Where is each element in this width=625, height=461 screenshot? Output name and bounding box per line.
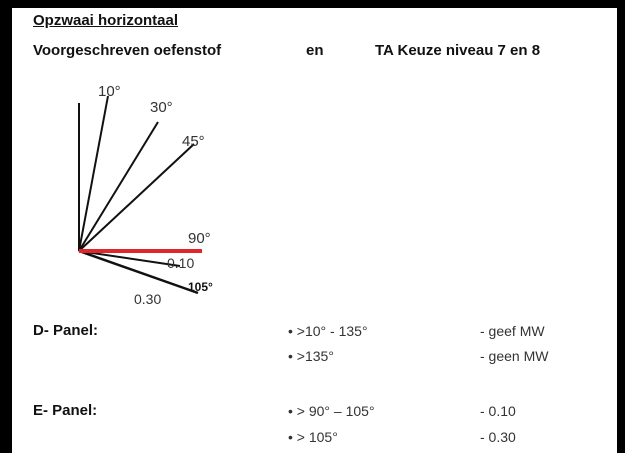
panel-result: - geef MW bbox=[480, 323, 545, 339]
header-middle: en bbox=[306, 42, 324, 59]
angle-label: 45° bbox=[182, 133, 205, 150]
line-105 bbox=[78, 249, 199, 295]
score-label: 0.10 bbox=[167, 255, 195, 271]
panel-result: - 0.10 bbox=[480, 403, 516, 419]
header-left: Voorgeschreven oefenstof bbox=[33, 42, 222, 59]
panel-cond: • >10° - 135° bbox=[288, 323, 368, 339]
title: Opzwaai horizontaal bbox=[33, 12, 179, 29]
line-10 bbox=[78, 95, 109, 252]
panel-result: - geen MW bbox=[480, 348, 549, 364]
score-label: 0.30 bbox=[134, 291, 162, 307]
line-30 bbox=[78, 121, 159, 252]
angle-label: 30° bbox=[150, 99, 173, 116]
header-right: TA Keuze niveau 7 en 8 bbox=[375, 42, 541, 59]
panel-cond: • >135° bbox=[288, 348, 334, 364]
panel-name: D- Panel: bbox=[33, 322, 99, 339]
angle-label: 105° bbox=[188, 280, 213, 294]
panel-result: - 0.30 bbox=[480, 429, 516, 445]
angle-label: 90° bbox=[188, 230, 211, 247]
line-100 bbox=[78, 250, 181, 267]
angle-label: 10° bbox=[98, 83, 121, 100]
angle-diagram bbox=[78, 95, 202, 295]
panel-name: E- Panel: bbox=[33, 402, 98, 419]
panel-cond: • > 105° bbox=[288, 429, 338, 445]
line-45 bbox=[78, 143, 195, 252]
panel-cond: • > 90° – 105° bbox=[288, 403, 375, 419]
